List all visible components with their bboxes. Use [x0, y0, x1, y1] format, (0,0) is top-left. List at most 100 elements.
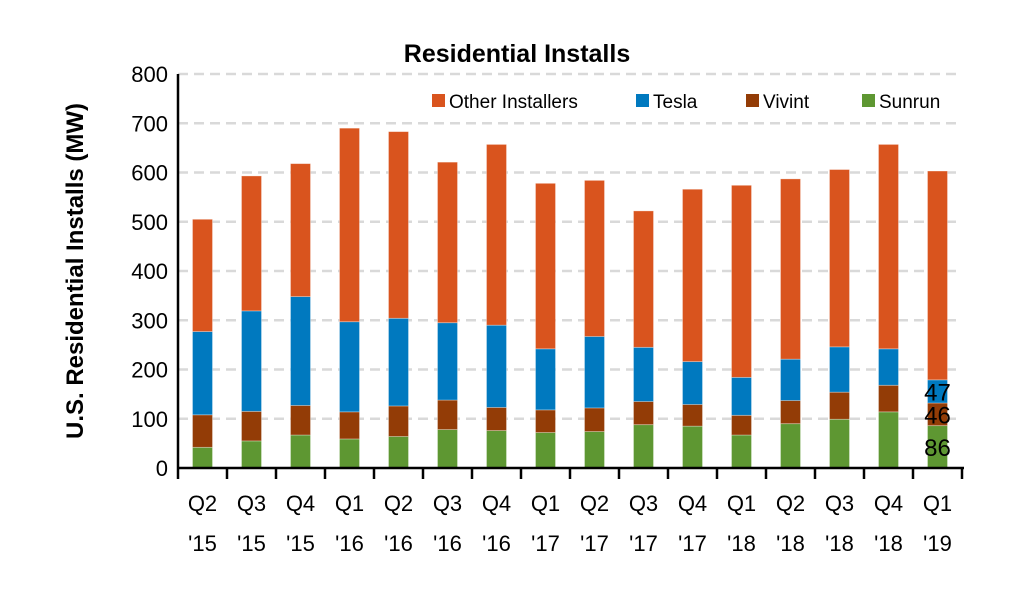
- x-tick-label: '17: [580, 531, 609, 556]
- bar-tesla: [192, 331, 213, 416]
- bar-sunrun: [535, 432, 556, 469]
- bar-other-installers: [780, 178, 801, 360]
- bar-sunrun: [878, 411, 899, 469]
- bar-tesla: [682, 361, 703, 405]
- bar-other-installers: [633, 210, 654, 348]
- x-tick-label: '18: [727, 531, 756, 556]
- bar-vivint: [731, 414, 752, 436]
- bar-tesla: [535, 348, 556, 411]
- x-tick-label: '17: [531, 531, 560, 556]
- x-tick-label: Q4: [482, 491, 511, 516]
- data-label: 86: [924, 435, 951, 462]
- bar-sunrun: [486, 430, 507, 469]
- bar-vivint: [780, 400, 801, 425]
- y-tick-label: 800: [131, 62, 168, 87]
- bar-tesla: [878, 348, 899, 386]
- bar-tesla: [339, 321, 360, 413]
- bar-other-installers: [339, 127, 360, 323]
- x-tick-label: Q4: [678, 491, 707, 516]
- y-tick-label: 100: [131, 407, 168, 432]
- x-tick-label: Q1: [531, 491, 560, 516]
- bar-vivint: [584, 407, 605, 432]
- bar-sunrun: [388, 436, 409, 469]
- bar-other-installers: [290, 163, 311, 298]
- bar-other-installers: [388, 131, 409, 319]
- bar-vivint: [486, 407, 507, 431]
- chart-title: Residential Installs: [404, 40, 630, 68]
- bar-sunrun: [339, 438, 360, 469]
- bar-tesla: [584, 336, 605, 409]
- x-tick-label: '15: [188, 531, 217, 556]
- bar-tesla: [437, 322, 458, 401]
- bar-other-installers: [192, 218, 213, 332]
- x-tick-label: Q4: [286, 491, 315, 516]
- x-tick-label: '19: [923, 531, 952, 556]
- legend-label: Tesla: [653, 92, 698, 113]
- bar-sunrun: [290, 434, 311, 469]
- bar-other-installers: [829, 169, 850, 348]
- bar-sunrun: [584, 431, 605, 469]
- legend-swatch: [636, 94, 649, 107]
- bar-tesla: [780, 358, 801, 401]
- bar-tesla: [486, 324, 507, 408]
- x-tick-label: Q2: [580, 491, 609, 516]
- x-tick-label: Q4: [874, 491, 903, 516]
- bar-vivint: [682, 404, 703, 427]
- data-label: 47: [924, 379, 951, 406]
- y-tick-label: 700: [131, 111, 168, 136]
- x-tick-label: '18: [874, 531, 903, 556]
- legend-label: Vivint: [763, 92, 810, 113]
- x-tick-label: '16: [384, 531, 413, 556]
- y-tick-label: 200: [131, 358, 168, 383]
- bar-tesla: [290, 296, 311, 406]
- x-tick-label: Q3: [629, 491, 658, 516]
- bar-tesla: [388, 317, 409, 407]
- x-tick-label: '18: [776, 531, 805, 556]
- x-tick-label: '15: [286, 531, 315, 556]
- x-tick-label: '18: [825, 531, 854, 556]
- bar-sunrun: [241, 440, 262, 469]
- bar-tesla: [829, 346, 850, 393]
- bar-sunrun: [633, 424, 654, 469]
- bar-sunrun: [192, 446, 213, 469]
- y-tick-label: 0: [156, 456, 168, 481]
- bar-sunrun: [829, 418, 850, 469]
- bar-vivint: [535, 409, 556, 433]
- bar-tesla: [633, 346, 654, 402]
- bar-sunrun: [682, 425, 703, 469]
- x-tick-label: Q2: [384, 491, 413, 516]
- legend-swatch: [746, 94, 759, 107]
- bar-other-installers: [878, 144, 899, 350]
- legend-label: Other Installers: [449, 92, 578, 113]
- bar-sunrun: [437, 429, 458, 469]
- x-tick-label: '16: [482, 531, 511, 556]
- bar-vivint: [339, 411, 360, 440]
- x-tick-label: Q1: [335, 491, 364, 516]
- bar-vivint: [633, 401, 654, 426]
- x-tick-label: '16: [335, 531, 364, 556]
- x-tick-label: '17: [629, 531, 658, 556]
- x-tick-label: Q3: [237, 491, 266, 516]
- bar-vivint: [290, 405, 311, 436]
- bar-sunrun: [731, 434, 752, 469]
- y-tick-label: 400: [131, 259, 168, 284]
- y-tick-label: 600: [131, 161, 168, 186]
- legend-swatch: [432, 94, 445, 107]
- x-tick-label: Q2: [776, 491, 805, 516]
- data-label: 46: [924, 402, 951, 429]
- bar-vivint: [829, 391, 850, 420]
- legend-label: Sunrun: [879, 92, 940, 113]
- bar-vivint: [388, 405, 409, 437]
- bar-other-installers: [486, 144, 507, 326]
- y-axis-label: U.S. Residential Installs (MW): [62, 103, 89, 439]
- bar-vivint: [241, 410, 262, 442]
- y-tick-label: 500: [131, 210, 168, 235]
- x-tick-label: Q1: [923, 491, 952, 516]
- bar-other-installers: [437, 161, 458, 324]
- bar-other-installers: [584, 179, 605, 337]
- x-tick-label: Q3: [433, 491, 462, 516]
- legend-swatch: [862, 94, 875, 107]
- y-tick-label: 300: [131, 308, 168, 333]
- bar-other-installers: [535, 182, 556, 350]
- bar-other-installers: [682, 188, 703, 363]
